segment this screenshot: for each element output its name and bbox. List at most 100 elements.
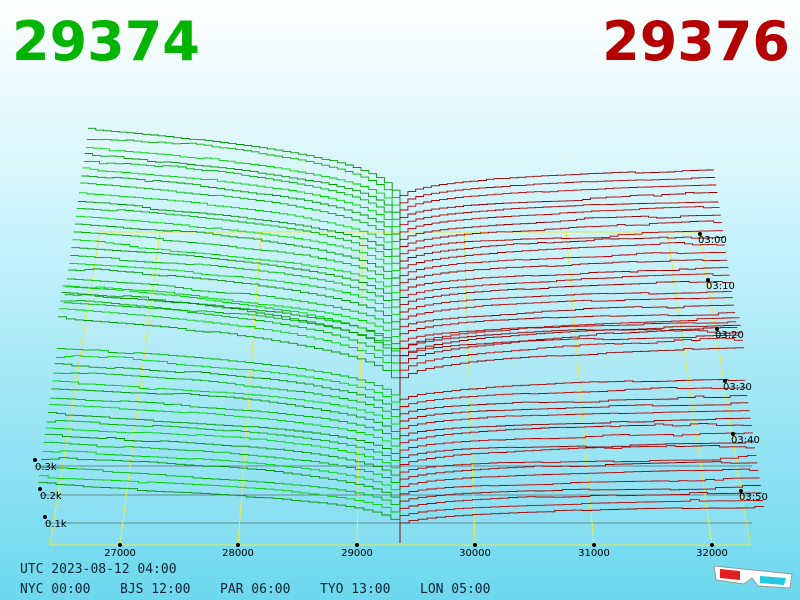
tick-dot bbox=[715, 327, 719, 331]
bid-depth-curve bbox=[39, 475, 401, 536]
ask-depth-curve bbox=[399, 184, 717, 244]
time-label: 03:40 bbox=[731, 435, 760, 446]
ask-depth-curve bbox=[399, 492, 762, 530]
ask-depth-curve bbox=[399, 169, 714, 230]
tick-dot bbox=[473, 543, 477, 547]
ask-depth-curve bbox=[399, 259, 728, 314]
ask-depth-curve bbox=[399, 236, 724, 293]
depth-curves bbox=[38, 127, 764, 543]
bid-depth-curve bbox=[88, 127, 401, 230]
ask-depth-curve bbox=[399, 417, 751, 460]
ask-depth-curve bbox=[399, 291, 732, 342]
ask-depth-curve bbox=[399, 334, 739, 383]
time-label: 03:30 bbox=[723, 382, 752, 393]
ask-depth-curve bbox=[399, 499, 763, 536]
bid-depth-curve bbox=[62, 285, 401, 390]
volume-label: 0.2k bbox=[40, 491, 62, 502]
tick-dot bbox=[33, 458, 37, 462]
bid-depth-curve bbox=[80, 182, 401, 279]
ask-depth-curve bbox=[399, 312, 736, 363]
bid-depth-curve bbox=[66, 278, 401, 363]
3d-glasses-icon[interactable] bbox=[713, 565, 793, 589]
price-label: 29000 bbox=[341, 548, 373, 559]
bid-depth-curve bbox=[69, 262, 401, 349]
ask-depth-curve bbox=[399, 461, 758, 502]
ask-depth-curve bbox=[399, 304, 734, 356]
ask-depth-curve bbox=[399, 324, 741, 397]
bid-depth-curve bbox=[41, 457, 401, 523]
bid-depth-curve bbox=[74, 223, 401, 314]
ask-depth-curve bbox=[399, 454, 757, 495]
bid-depth-curve bbox=[60, 299, 401, 404]
bid-depth-curve bbox=[64, 293, 401, 377]
bid-depth-curve bbox=[75, 215, 401, 307]
price-label: 27000 bbox=[104, 548, 136, 559]
tick-dot bbox=[739, 489, 743, 493]
time-label: 03:10 bbox=[706, 281, 735, 292]
bid-depth-curve bbox=[84, 153, 401, 251]
ask-depth-curve bbox=[399, 379, 746, 425]
ask-depth-curve bbox=[399, 387, 747, 432]
ask-depth-curve bbox=[399, 201, 719, 258]
ask-depth-curve bbox=[399, 242, 726, 300]
ask-depth-curve bbox=[399, 273, 730, 328]
ask-depth-curve bbox=[399, 326, 738, 377]
tick-dot bbox=[236, 543, 240, 547]
ask-depth-curve bbox=[399, 220, 722, 279]
bid-depth-curve bbox=[70, 255, 401, 342]
ask-depth-curve bbox=[399, 252, 727, 307]
bid-depth-curve bbox=[51, 388, 401, 460]
bid-depth-curve bbox=[49, 404, 401, 474]
ask-depth-curve bbox=[399, 297, 733, 349]
bid-depth-curve bbox=[53, 372, 401, 446]
zone-time: PAR 06:00 bbox=[220, 582, 290, 597]
ask-depth-curve bbox=[399, 191, 718, 251]
zone-time: TYO 13:00 bbox=[320, 582, 390, 597]
tick-dot bbox=[38, 487, 42, 491]
bid-depth-curve bbox=[72, 239, 401, 328]
ask-depth-curve bbox=[399, 281, 731, 335]
ask-depth-curve bbox=[399, 402, 749, 446]
zone-time: NYC 00:00 bbox=[20, 582, 90, 597]
ask-depth-curve bbox=[399, 230, 723, 286]
tick-dot bbox=[43, 515, 47, 519]
ask-depth-curve bbox=[399, 206, 720, 265]
ask-depth-curve bbox=[399, 177, 716, 237]
price-grid-line bbox=[565, 231, 595, 546]
zone-time: BJS 12:00 bbox=[120, 582, 190, 597]
price-label: 28000 bbox=[222, 548, 254, 559]
price-label: 32000 bbox=[696, 548, 728, 559]
ask-depth-curve bbox=[399, 347, 744, 418]
tick-dot bbox=[723, 379, 727, 383]
bid-depth-curve bbox=[50, 397, 401, 467]
bid-depth-curve bbox=[81, 175, 401, 272]
ask-depth-curve bbox=[399, 468, 759, 509]
bid-depth-curve bbox=[40, 466, 401, 530]
utc-time: UTC 2023-08-12 04:00 bbox=[20, 562, 177, 577]
ask-depth-curve bbox=[399, 445, 756, 488]
bid-depth-curve bbox=[55, 355, 401, 432]
bid-depth-curve bbox=[73, 231, 401, 321]
ask-depth-curve bbox=[399, 214, 721, 272]
bid-depth-curve bbox=[48, 411, 401, 481]
tick-dot bbox=[698, 232, 702, 236]
bid-depth-curve bbox=[59, 308, 401, 411]
bid-depth-curve bbox=[54, 363, 401, 439]
ask-depth-curve bbox=[399, 441, 754, 481]
ask-depth-curve bbox=[399, 505, 764, 543]
bid-depth-curve bbox=[76, 207, 401, 300]
bid-depth-curve bbox=[45, 427, 401, 495]
volume-label: 0.1k bbox=[45, 519, 67, 530]
price-label: 30000 bbox=[459, 548, 491, 559]
axis-labels: 27000 28000 29000 30000 31000 32000 03:00 03:10… bbox=[33, 232, 768, 559]
tick-dot bbox=[592, 543, 596, 547]
bid-depth-curve bbox=[86, 138, 401, 237]
ask-depth-curve bbox=[399, 321, 737, 370]
bid-depth-curve bbox=[71, 247, 401, 335]
bid-depth-curve bbox=[43, 441, 401, 509]
bid-depth-curve bbox=[52, 380, 401, 453]
ask-depth-curve bbox=[399, 317, 740, 390]
tick-dot bbox=[710, 543, 714, 547]
